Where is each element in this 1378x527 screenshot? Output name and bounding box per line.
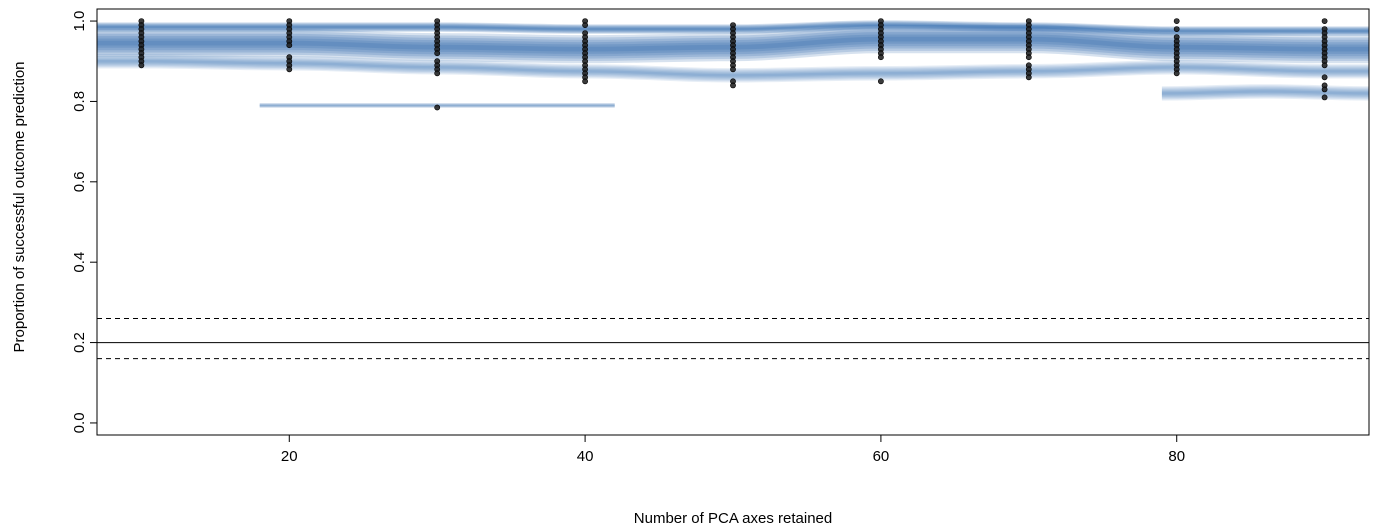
- data-point-x80-11: [1173, 70, 1180, 77]
- data-point-x10-11: [138, 62, 145, 69]
- data-point-x80-0: [1173, 18, 1180, 24]
- density-band-4-layer-2: [1161, 89, 1369, 96]
- density-band-2-layer-5: [97, 55, 1369, 82]
- x-axis: 20 40 60 80: [281, 435, 1185, 465]
- y-tick-label-0.2: 0.2: [71, 332, 88, 353]
- x-tick-label-80: 80: [1168, 448, 1185, 465]
- data-point-x60-9: [878, 54, 884, 61]
- density-band-2-layer-4: [97, 56, 1369, 81]
- data-point-x80-1: [1173, 26, 1180, 32]
- x-axis-title: Number of PCA axes retained: [634, 510, 832, 527]
- x-tick-label-60: 60: [873, 448, 890, 465]
- x-tick-label-40: 40: [577, 448, 594, 465]
- data-point-x70-9: [1025, 54, 1032, 61]
- y-tick-label-0.6: 0.6: [71, 171, 88, 192]
- data-point-x20-10: [286, 66, 293, 73]
- data-point-x50-13: [730, 82, 736, 89]
- plot-frame: [96, 8, 1370, 436]
- data-point-x60-10: [878, 78, 884, 85]
- data-point-x90-11: [1321, 74, 1328, 81]
- points-layer: [138, 18, 1328, 111]
- density-band-2-layer-1: [97, 60, 1369, 77]
- data-point-x30-13: [434, 104, 441, 111]
- data-point-x90-14: [1321, 94, 1328, 101]
- data-point-x30-8: [434, 50, 441, 57]
- data-point-x50-11: [730, 66, 736, 73]
- y-tick-label-0.4: 0.4: [71, 252, 88, 273]
- y-axis: 0.0 0.2 0.4 0.6 0.8 1.0: [71, 11, 97, 433]
- density-band-4-layer-5: [1161, 85, 1369, 100]
- data-point-x30-12: [434, 70, 441, 77]
- y-tick-label-0.8: 0.8: [71, 91, 88, 112]
- data-point-x20-6: [286, 42, 293, 49]
- density-band-1-layer-1: [97, 24, 1369, 32]
- density-band-4-layer-4: [1161, 86, 1369, 99]
- data-point-x90-13: [1321, 86, 1328, 93]
- data-point-x40-14: [582, 78, 588, 85]
- data-point-x40-1: [582, 22, 588, 28]
- reference-lines: [97, 317, 1369, 360]
- data-point-x90-0: [1321, 18, 1328, 24]
- density-band-2-layer-3: [97, 57, 1369, 79]
- density-band-4-layer-6: [1161, 84, 1369, 101]
- density-band-2-layer-2: [97, 58, 1369, 78]
- density-band-0-layer-1: [97, 36, 1369, 52]
- data-point-x90-10: [1321, 62, 1328, 69]
- density-band-4-layer-1: [1161, 90, 1369, 95]
- data-point-x70-13: [1025, 74, 1032, 81]
- y-tick-label-0.0: 0.0: [71, 412, 88, 433]
- density-band-4-layer-3: [1161, 87, 1369, 97]
- x-tick-label-20: 20: [281, 448, 298, 465]
- y-axis-title: Proportion of successful outcome predict…: [11, 62, 28, 353]
- y-tick-label-1.0: 1.0: [71, 11, 88, 32]
